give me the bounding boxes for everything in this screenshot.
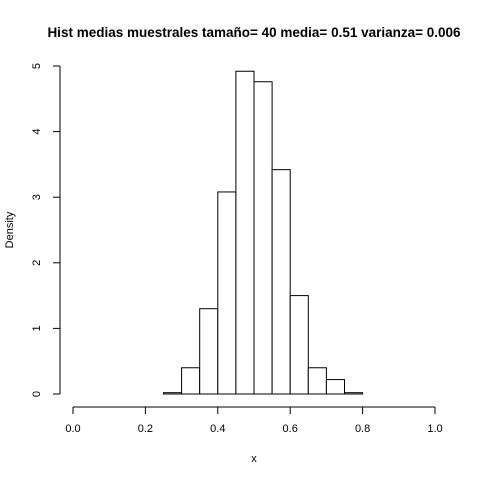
histogram-bar	[163, 392, 183, 395]
y-tick-label: 4	[31, 129, 43, 135]
x-tick-label: 0.4	[210, 423, 225, 435]
y-tick-label: 2	[31, 260, 43, 266]
histogram-bar	[325, 379, 345, 395]
histogram-bar	[235, 70, 255, 395]
y-tick-label: 1	[31, 325, 43, 331]
histogram-bar	[217, 191, 237, 395]
histogram-bar	[271, 169, 291, 395]
histogram-bar	[253, 81, 273, 395]
x-tick-label: 0.2	[138, 423, 153, 435]
y-ticks-group: 0 1 2 3 4 5	[31, 63, 60, 397]
bars-group	[163, 70, 364, 395]
histogram-bar	[181, 367, 201, 395]
chart-title: Hist medias muestrales tamaño= 40 media=…	[47, 25, 461, 40]
x-ticks-group: 0.0 0.2 0.4 0.6 0.8 1.0	[65, 407, 443, 435]
histogram-bar	[307, 367, 327, 395]
x-tick-label: 0.6	[283, 423, 298, 435]
x-tick-label: 0.0	[65, 423, 80, 435]
y-tick-label: 0	[31, 391, 43, 397]
y-axis-label: Density	[4, 211, 16, 248]
y-tick-label: 5	[31, 63, 43, 69]
histogram-bar	[289, 295, 309, 395]
histogram-bar	[344, 392, 364, 395]
x-axis-label: x	[251, 453, 257, 465]
x-tick-label: 1.0	[427, 423, 442, 435]
x-tick-label: 0.8	[355, 423, 370, 435]
histogram-bar	[199, 308, 219, 395]
y-tick-label: 3	[31, 194, 43, 200]
